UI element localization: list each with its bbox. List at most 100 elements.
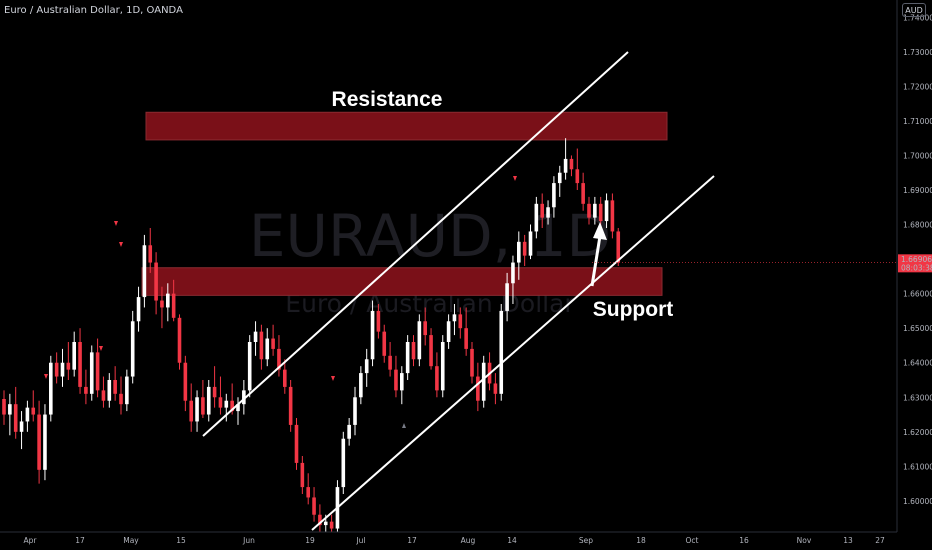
x-tick-label: Jun bbox=[242, 536, 255, 545]
bar-countdown: 08:03:38 bbox=[901, 263, 932, 272]
y-tick-label: 1.69000 bbox=[903, 186, 932, 195]
candle bbox=[499, 304, 504, 401]
candle bbox=[376, 304, 381, 339]
candle bbox=[593, 196, 597, 225]
candle bbox=[505, 272, 509, 322]
candle bbox=[43, 404, 47, 481]
candle bbox=[8, 393, 12, 436]
candle bbox=[183, 355, 188, 412]
candle bbox=[130, 310, 135, 384]
candle bbox=[364, 348, 369, 387]
candle bbox=[13, 386, 18, 439]
candle bbox=[142, 234, 147, 308]
candle bbox=[329, 514, 334, 532]
candle bbox=[66, 342, 71, 380]
candle bbox=[78, 328, 82, 394]
candle bbox=[177, 314, 182, 370]
candle bbox=[2, 390, 6, 425]
candle bbox=[400, 366, 404, 405]
symbol-title[interactable]: Euro / Australian Dollar, 1D, OANDA bbox=[4, 5, 183, 16]
price-axis[interactable]: 1.60000 1.61000 1.62000 1.63000 1.64000 1.650… bbox=[896, 0, 932, 532]
candle bbox=[546, 200, 550, 225]
candle bbox=[446, 314, 451, 349]
candle bbox=[89, 345, 94, 401]
y-tick-label: 1.60000 bbox=[903, 497, 932, 506]
candle bbox=[224, 393, 229, 422]
candle bbox=[195, 390, 199, 432]
candle bbox=[300, 456, 305, 494]
candle bbox=[540, 193, 544, 228]
candle bbox=[388, 342, 392, 377]
candle bbox=[610, 193, 615, 239]
candle bbox=[347, 418, 351, 446]
candle bbox=[54, 352, 59, 384]
y-tick-label: 1.65000 bbox=[903, 324, 932, 333]
y-tick-label: 1.63000 bbox=[903, 393, 932, 402]
candle bbox=[277, 335, 281, 377]
candle bbox=[359, 366, 363, 405]
y-tick-label: 1.72000 bbox=[903, 82, 932, 91]
candle bbox=[288, 380, 293, 432]
x-tick-label: Oct bbox=[686, 536, 699, 545]
candle bbox=[517, 231, 521, 280]
x-tick-label: 14 bbox=[507, 536, 517, 545]
last-price-value: 1.66906 bbox=[901, 255, 932, 264]
candle bbox=[253, 321, 258, 356]
zone-support[interactable] bbox=[141, 267, 663, 296]
y-tick-label: 1.61000 bbox=[903, 462, 932, 471]
currency-badge[interactable]: AUD bbox=[902, 3, 926, 17]
candle bbox=[160, 286, 164, 329]
candle bbox=[201, 380, 205, 418]
candle bbox=[236, 397, 240, 425]
x-tick-label: 19 bbox=[305, 536, 315, 545]
candle bbox=[283, 359, 287, 394]
candle bbox=[511, 255, 515, 304]
y-tick-label: 1.66000 bbox=[903, 290, 932, 299]
y-tick-label: 1.71000 bbox=[903, 117, 932, 126]
time-axis[interactable]: Apr 17 May 15 Jun 19 Jul 17 Aug 14 Sep 18 Oct 16 Nov 13… bbox=[0, 531, 897, 545]
watermark: EURAUD, 1D Euro / Australian Dollar bbox=[249, 202, 611, 318]
candle bbox=[417, 314, 422, 367]
candle bbox=[481, 355, 486, 408]
candle bbox=[575, 148, 580, 190]
candle bbox=[604, 193, 609, 228]
x-tick-label: 27 bbox=[875, 536, 885, 545]
candle bbox=[476, 362, 480, 412]
candle bbox=[95, 338, 100, 398]
candle bbox=[84, 369, 88, 405]
candle bbox=[60, 348, 65, 387]
candle bbox=[242, 380, 246, 415]
candle bbox=[353, 386, 357, 436]
x-tick-label: Apr bbox=[24, 536, 38, 545]
candle bbox=[557, 165, 562, 197]
candle bbox=[189, 383, 193, 432]
trend-channel bbox=[202, 51, 715, 531]
candle bbox=[136, 286, 141, 332]
candle bbox=[470, 342, 474, 384]
candle bbox=[212, 366, 217, 408]
y-tick-label: 1.74000 bbox=[903, 13, 932, 22]
candle bbox=[294, 418, 299, 470]
candle bbox=[429, 328, 433, 370]
candle bbox=[113, 366, 117, 401]
x-tick-label: Jul bbox=[355, 536, 365, 545]
candle bbox=[312, 487, 316, 522]
candle bbox=[370, 300, 375, 367]
candles bbox=[2, 138, 621, 532]
zone-resistance[interactable] bbox=[145, 111, 668, 141]
x-tick-label: 15 bbox=[176, 536, 186, 545]
candle bbox=[493, 373, 498, 405]
candle bbox=[148, 228, 153, 273]
candle bbox=[458, 307, 463, 339]
y-tick-label: 1.64000 bbox=[903, 359, 932, 368]
candle bbox=[166, 283, 170, 322]
candle bbox=[318, 504, 322, 532]
candle bbox=[435, 352, 439, 398]
candle bbox=[31, 390, 36, 422]
candle bbox=[107, 373, 112, 408]
candle bbox=[563, 138, 568, 180]
x-tick-label: Sep bbox=[579, 536, 593, 545]
candle bbox=[464, 307, 468, 356]
